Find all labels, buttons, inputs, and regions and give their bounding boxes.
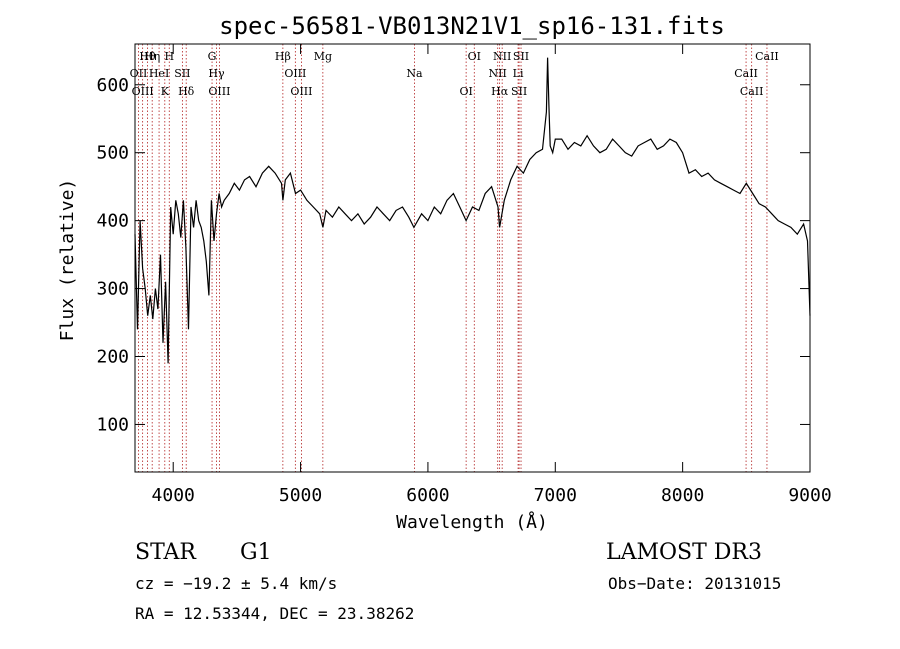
y-tick-label: 400: [96, 211, 129, 232]
redshift-velocity: cz = −19.2 ± 5.4 km/s: [135, 574, 337, 593]
line-marker-label: OII: [130, 67, 148, 80]
coordinates: RA = 12.53344, DEC = 23.38262: [135, 604, 414, 623]
line-marker-label: Hη: [144, 50, 160, 63]
x-axis: 4000 5000 6000 7000 8000 9000: [152, 44, 832, 506]
line-marker-label: SII: [174, 67, 190, 80]
line-marker-label: OIII: [132, 85, 154, 98]
spectrum-line: [134, 57, 811, 364]
y-axis: 100 200 300 400 500 600: [96, 75, 810, 435]
x-tick-label: 7000: [534, 485, 577, 506]
plot-frame: [134, 43, 811, 473]
line-marker-label: Mg: [314, 50, 332, 63]
x-tick-label: 6000: [406, 485, 449, 506]
line-marker-label: Na: [406, 67, 423, 80]
line-marker-label: HeI: [149, 67, 169, 80]
y-tick-label: 500: [96, 143, 129, 164]
line-marker-label: SII: [511, 85, 527, 98]
line-marker-label: NII: [489, 67, 507, 80]
line-marker-label: Hβ: [275, 50, 291, 63]
object-subclass: G1: [240, 540, 272, 565]
line-marker-label: CaII: [740, 85, 764, 98]
chart-title: spec-56581-VB013N21V1_sp16-131.fits: [219, 12, 725, 40]
x-tick-label: 9000: [788, 485, 831, 506]
line-marker-labels: HθOIIOIIIHηHeIKHSIIHδGHγOIIIHβOIIIOIIIMg…: [130, 50, 779, 98]
line-marker-label: Hγ: [208, 67, 225, 80]
line-marker-label: G: [208, 50, 217, 63]
x-tick-label: 4000: [152, 485, 195, 506]
line-marker-label: NII: [493, 50, 511, 63]
line-marker-label: OI: [468, 50, 481, 63]
line-markers: [138, 44, 768, 472]
line-marker-label: CaII: [734, 67, 758, 80]
line-marker-label: H: [164, 50, 174, 63]
line-marker-label: OIII: [290, 85, 312, 98]
line-marker-label: CaII: [755, 50, 779, 63]
y-tick-label: 200: [96, 347, 129, 368]
y-tick-label: 600: [96, 75, 129, 96]
line-marker-label: OIII: [208, 85, 230, 98]
y-tick-label: 300: [96, 279, 129, 300]
line-marker-label: OIII: [284, 67, 306, 80]
line-marker-label: Li: [513, 67, 524, 80]
line-marker-label: Hδ: [178, 85, 195, 98]
line-marker-label: Hθ: [139, 50, 156, 63]
line-marker-label: OI: [459, 85, 472, 98]
object-class: STAR: [135, 540, 197, 565]
line-marker-label: Hα: [491, 85, 509, 98]
x-axis-label: Wavelength (Å): [396, 511, 548, 533]
line-marker-label: K: [161, 85, 170, 98]
obs-date: Obs−Date: 20131015: [608, 574, 781, 593]
x-tick-label: 8000: [661, 485, 704, 506]
x-tick-label: 5000: [279, 485, 322, 506]
line-marker-label: SII: [513, 50, 529, 63]
y-tick-label: 100: [96, 414, 129, 435]
y-axis-label: Flux (relative): [57, 179, 78, 342]
survey-name: LAMOST DR3: [606, 540, 762, 565]
